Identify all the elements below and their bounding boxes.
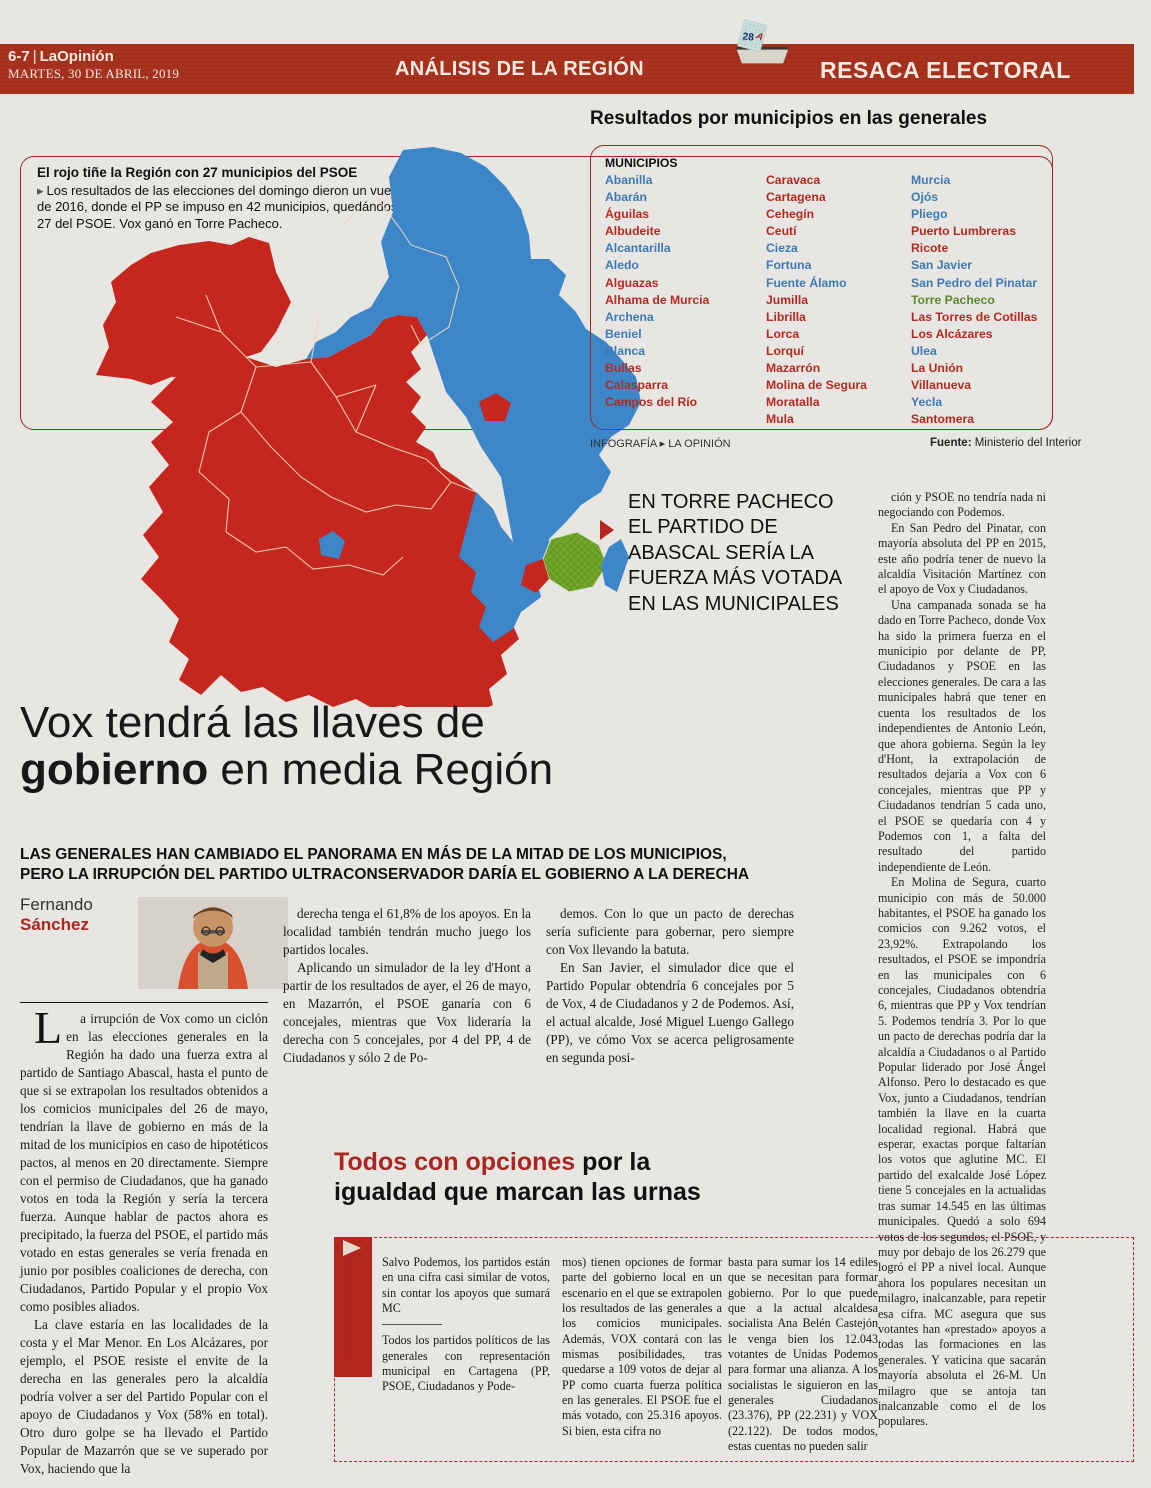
svg-text:28: 28	[742, 31, 755, 43]
